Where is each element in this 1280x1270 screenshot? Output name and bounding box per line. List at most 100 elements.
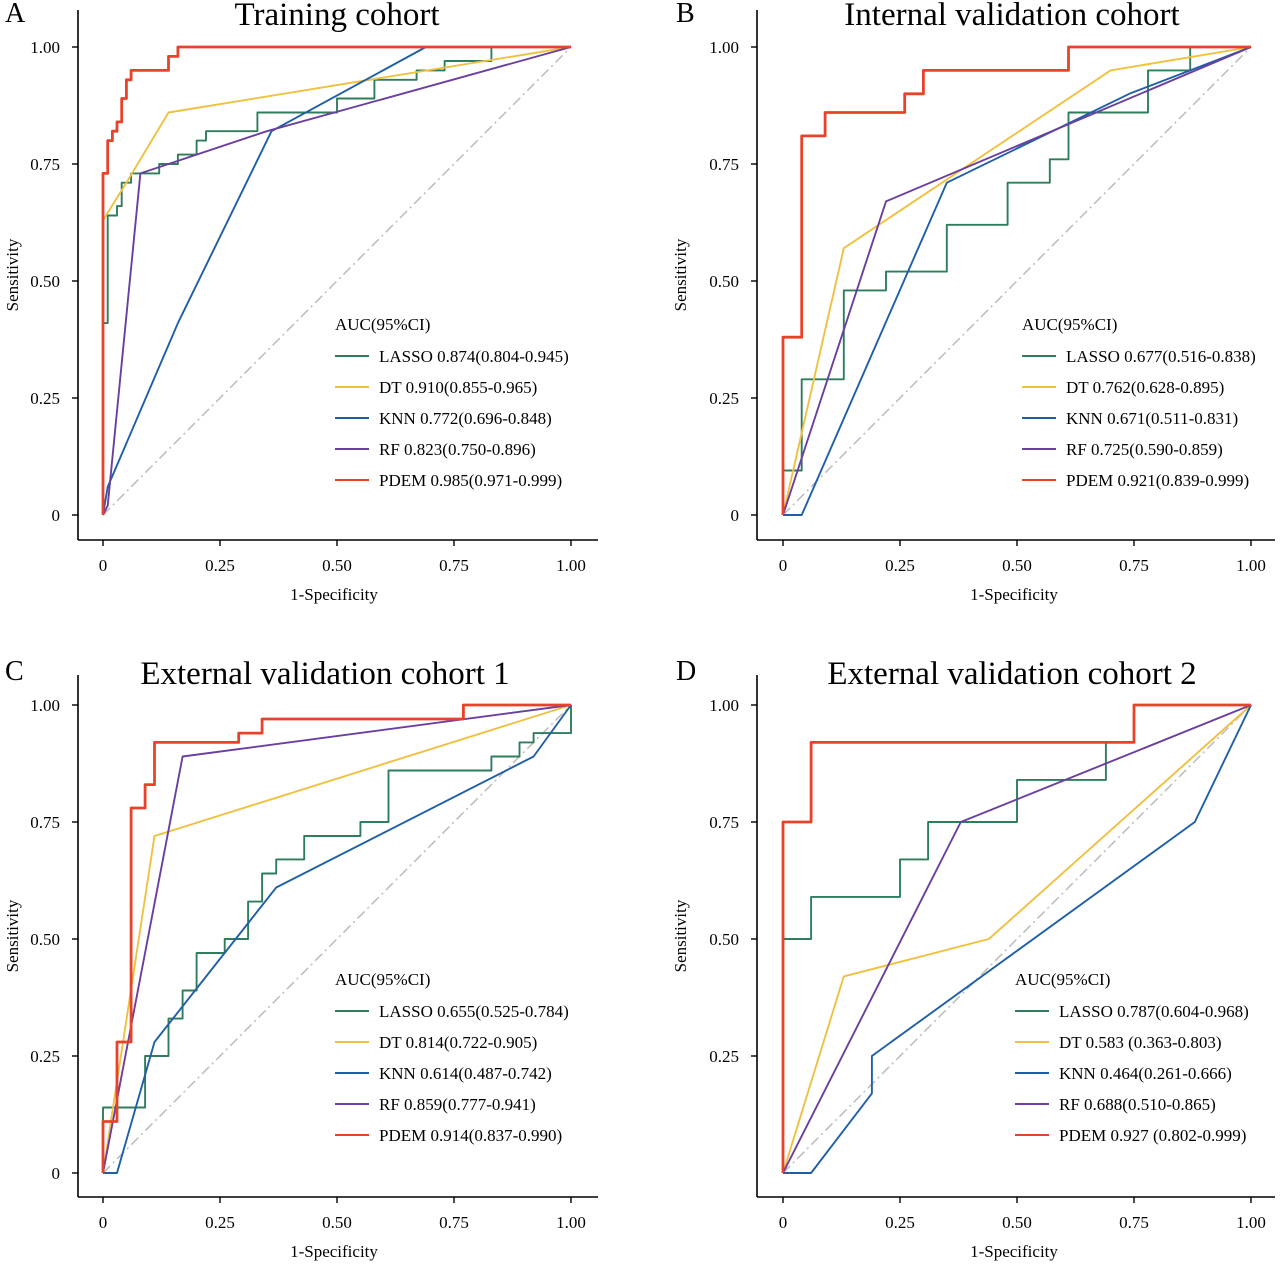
legend-title: AUC(95%CI) xyxy=(1022,315,1117,334)
legend: AUC(95%CI) LASSO 0.677(0.516-0.838) DT 0.7… xyxy=(1022,315,1256,490)
y-tick-label: 0.50 xyxy=(30,272,60,291)
x-axis-label: 1-Specificity xyxy=(970,585,1058,604)
legend-label-rf: RF 0.688(0.510-0.865) xyxy=(1059,1095,1216,1114)
x-axis-label: 1-Specificity xyxy=(290,585,378,604)
legend-label-dt: DT 0.910(0.855-0.965) xyxy=(379,378,537,397)
roc-curve-rf xyxy=(782,46,1252,516)
y-tick-label: 0.25 xyxy=(709,1047,739,1066)
y-tick-label: 0.75 xyxy=(30,813,60,832)
x-tick-label: 0.50 xyxy=(1002,1213,1032,1232)
y-tick-label: 0.50 xyxy=(30,930,60,949)
panel-title: Internal validation cohort xyxy=(844,0,1179,33)
x-axis-label: 1-Specificity xyxy=(290,1242,378,1261)
legend-label-pdem: PDEM 0.927 (0.802-0.999) xyxy=(1059,1126,1246,1145)
x-tick-label: 0.25 xyxy=(205,1213,235,1232)
x-tick-label: 0.50 xyxy=(322,1213,352,1232)
y-axis-label: Sensitivity xyxy=(3,899,22,972)
legend-label-pdem: PDEM 0.921(0.839-0.999) xyxy=(1066,471,1249,490)
roc-panel-a: 0 0.25 0.50 0.75 1.00 0 0.25 0.50 0.75 1.00 1-Spec… xyxy=(3,0,598,604)
panel-title: External validation cohort 1 xyxy=(140,656,509,692)
legend: AUC(95%CI) LASSO 0.874(0.804-0.945) DT 0.9… xyxy=(335,315,569,490)
legend-label-rf: RF 0.725(0.590-0.859) xyxy=(1066,440,1223,459)
panel-letter: D xyxy=(676,656,696,687)
y-tick-label: 0.25 xyxy=(30,1047,60,1066)
panel-letter: B xyxy=(676,0,695,29)
legend: AUC(95%CI) LASSO 0.655(0.525-0.784) DT 0.8… xyxy=(335,970,569,1145)
x-tick-label: 0.50 xyxy=(1002,556,1032,575)
y-tick-label: 0.75 xyxy=(709,155,739,174)
legend-title: AUC(95%CI) xyxy=(1015,970,1110,989)
y-axis-label: Sensitivity xyxy=(671,899,690,972)
legend-label-dt: DT 0.762(0.628-0.895) xyxy=(1066,378,1224,397)
y-tick-label: 1.00 xyxy=(709,696,739,715)
legend-label-knn: KNN 0.464(0.261-0.666) xyxy=(1059,1064,1232,1083)
x-tick-label: 0.75 xyxy=(439,1213,469,1232)
x-tick-label: 0 xyxy=(779,556,788,575)
roc-curve-pdem xyxy=(101,45,571,515)
x-tick-label: 0.25 xyxy=(885,556,915,575)
roc-curve-dt xyxy=(102,704,572,1174)
x-tick-label: 1.00 xyxy=(556,556,586,575)
roc-curve-lasso xyxy=(782,46,1251,515)
panel-letter: A xyxy=(5,0,26,29)
legend-label-rf: RF 0.823(0.750-0.896) xyxy=(379,440,536,459)
roc-curve-knn xyxy=(103,704,572,1174)
roc-curve-knn xyxy=(783,46,1252,516)
x-tick-label: 1.00 xyxy=(556,1213,586,1232)
roc-curve-dt xyxy=(782,704,1252,1174)
x-tick-label: 0 xyxy=(779,1213,788,1232)
roc-curve-dt xyxy=(782,46,1252,516)
legend-label-lasso: LASSO 0.677(0.516-0.838) xyxy=(1066,347,1256,366)
y-tick-label: 1.00 xyxy=(709,38,739,57)
legend-label-pdem: PDEM 0.914(0.837-0.990) xyxy=(379,1126,562,1145)
x-tick-label: 0 xyxy=(99,1213,108,1232)
roc-curve-rf xyxy=(102,46,572,516)
y-axis-label: Sensitivity xyxy=(3,238,22,311)
legend: AUC(95%CI) LASSO 0.787(0.604-0.968) DT 0.5… xyxy=(1015,970,1249,1145)
y-tick-label: 0.75 xyxy=(709,813,739,832)
roc-curve-pdem xyxy=(101,703,571,1173)
legend-label-dt: DT 0.814(0.722-0.905) xyxy=(379,1033,537,1052)
y-tick-label: 0 xyxy=(731,506,740,525)
x-tick-label: 0.50 xyxy=(322,556,352,575)
roc-curve-rf xyxy=(782,704,1252,1174)
roc-curve-pdem xyxy=(781,703,1251,1173)
roc-curve-lasso xyxy=(102,705,572,1173)
x-tick-label: 0.25 xyxy=(205,556,235,575)
y-tick-label: 0.50 xyxy=(709,272,739,291)
legend-label-knn: KNN 0.671(0.511-0.831) xyxy=(1066,409,1238,428)
y-tick-label: 0 xyxy=(52,506,61,525)
roc-panel-d: 0 0.25 0.50 0.75 1.00 0.25 0.50 0.75 1.00 1-Speci… xyxy=(671,656,1275,1261)
roc-curve-knn xyxy=(783,704,1252,1174)
x-tick-label: 1.00 xyxy=(1236,1213,1266,1232)
y-tick-label: 0.25 xyxy=(709,389,739,408)
x-tick-label: 1.00 xyxy=(1236,556,1266,575)
panel-letter: C xyxy=(5,656,24,687)
roc-panel-b: 0 0.25 0.50 0.75 1.00 0 0.25 0.50 0.75 1.00 1-Spec… xyxy=(671,0,1275,604)
panel-title: External validation cohort 2 xyxy=(827,656,1196,692)
legend-label-lasso: LASSO 0.874(0.804-0.945) xyxy=(379,347,569,366)
x-tick-label: 0.75 xyxy=(439,556,469,575)
x-axis-label: 1-Specificity xyxy=(970,1242,1058,1261)
y-tick-label: 0.25 xyxy=(30,389,60,408)
legend-label-lasso: LASSO 0.655(0.525-0.784) xyxy=(379,1002,569,1021)
roc-panel-c: 0 0.25 0.50 0.75 1.00 0 0.25 0.50 0.75 1.00 1-Spec… xyxy=(3,656,598,1261)
x-tick-label: 0.75 xyxy=(1119,556,1149,575)
legend-label-rf: RF 0.859(0.777-0.941) xyxy=(379,1095,536,1114)
y-tick-label: 1.00 xyxy=(30,38,60,57)
y-axis-label: Sensitivity xyxy=(671,238,690,311)
panel-title: Training cohort xyxy=(234,0,439,33)
legend-label-knn: KNN 0.614(0.487-0.742) xyxy=(379,1064,552,1083)
roc-curve-pdem xyxy=(781,45,1251,515)
y-tick-label: 0 xyxy=(52,1164,61,1183)
x-tick-label: 0 xyxy=(99,556,108,575)
y-tick-label: 1.00 xyxy=(30,696,60,715)
legend-label-pdem: PDEM 0.985(0.971-0.999) xyxy=(379,471,562,490)
roc-curve-lasso xyxy=(102,46,571,515)
y-tick-label: 0.75 xyxy=(30,155,60,174)
legend-title: AUC(95%CI) xyxy=(335,315,430,334)
legend-label-dt: DT 0.583 (0.363-0.803) xyxy=(1059,1033,1222,1052)
x-tick-label: 0.25 xyxy=(885,1213,915,1232)
x-tick-label: 0.75 xyxy=(1119,1213,1149,1232)
